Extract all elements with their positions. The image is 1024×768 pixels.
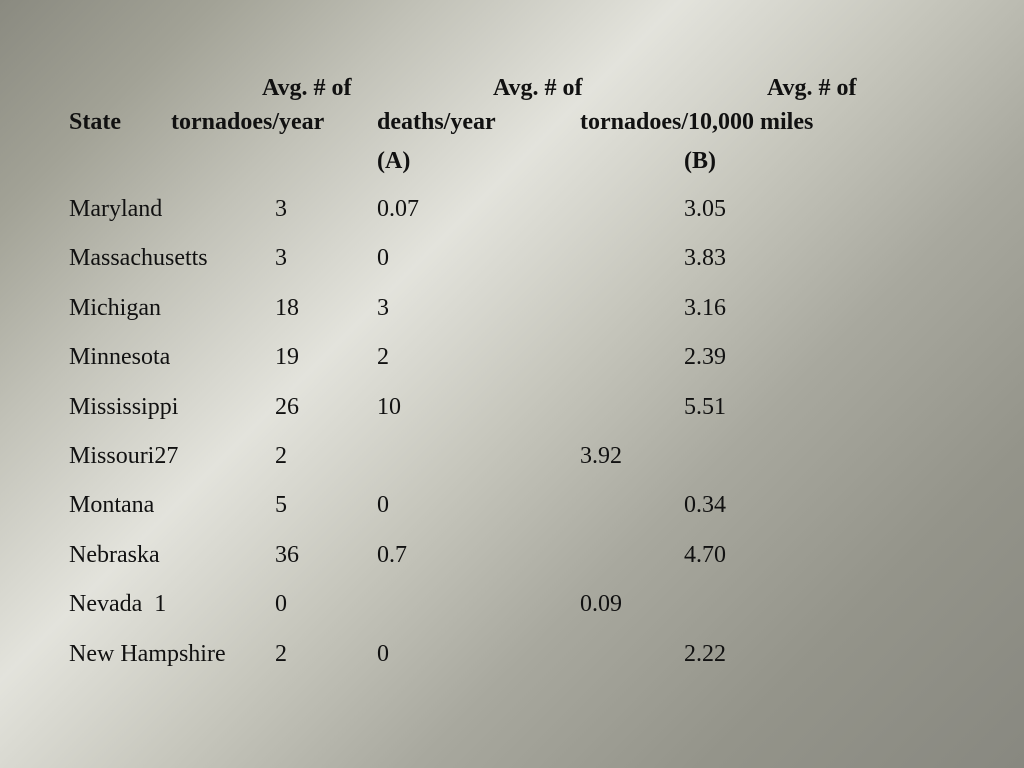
cell-deaths: 3 (377, 295, 389, 321)
header-avg-deaths-line1: Avg. # of (493, 75, 583, 101)
cell-per-miles: 5.51 (684, 394, 726, 420)
cell-deaths: 0 (377, 492, 389, 518)
header-avg-per-miles-line1: Avg. # of (767, 75, 857, 101)
header-tornadoes-per-year: tornadoes/year (171, 109, 325, 135)
cell-state: Mississippi (69, 394, 179, 420)
cell-tornadoes: 2 (275, 641, 287, 667)
cell-tornadoes: 3 (275, 245, 287, 271)
cell-mid: 0.09 (580, 591, 622, 617)
cell-per-miles: 4.70 (684, 542, 726, 568)
cell-tornadoes: 18 (275, 295, 299, 321)
cell-state: Missouri27 (69, 443, 179, 469)
cell-tornadoes: 36 (275, 542, 299, 568)
header-state: State (69, 109, 121, 135)
cell-state: Nebraska (69, 542, 160, 568)
cell-state: Minnesota (69, 344, 171, 370)
cell-deaths: 0.7 (377, 542, 407, 568)
cell-per-miles: 3.83 (684, 245, 726, 271)
header-avg-tornadoes-line1: Avg. # of (262, 75, 352, 101)
cell-state: Michigan (69, 295, 161, 321)
cell-deaths: 0 (377, 641, 389, 667)
cell-tornadoes: 26 (275, 394, 299, 420)
header-deaths-per-year: deaths/year (377, 109, 496, 135)
cell-state: Montana (69, 492, 155, 518)
cell-tornadoes: 5 (275, 492, 287, 518)
cell-state: Nevada 1 (69, 591, 167, 617)
cell-state: Maryland (69, 196, 163, 222)
cell-per-miles: 3.05 (684, 196, 726, 222)
cell-per-miles: 2.22 (684, 641, 726, 667)
header-tornadoes-per-10000-miles: tornadoes/10,000 miles (580, 109, 814, 135)
header-note-b: (B) (684, 148, 716, 174)
cell-deaths: 0 (377, 245, 389, 271)
cell-deaths: 0.07 (377, 196, 419, 222)
cell-tornadoes: 19 (275, 344, 299, 370)
cell-mid: 3.92 (580, 443, 622, 469)
cell-per-miles: 2.39 (684, 344, 726, 370)
cell-tornadoes: 0 (275, 591, 287, 617)
cell-tornadoes: 3 (275, 196, 287, 222)
cell-deaths: 10 (377, 394, 401, 420)
cell-tornadoes: 2 (275, 443, 287, 469)
cell-per-miles: 0.34 (684, 492, 726, 518)
cell-state: New Hampshire (69, 641, 226, 667)
header-note-a: (A) (377, 148, 411, 174)
cell-deaths: 2 (377, 344, 389, 370)
cell-per-miles: 3.16 (684, 295, 726, 321)
cell-state: Massachusetts (69, 245, 208, 271)
